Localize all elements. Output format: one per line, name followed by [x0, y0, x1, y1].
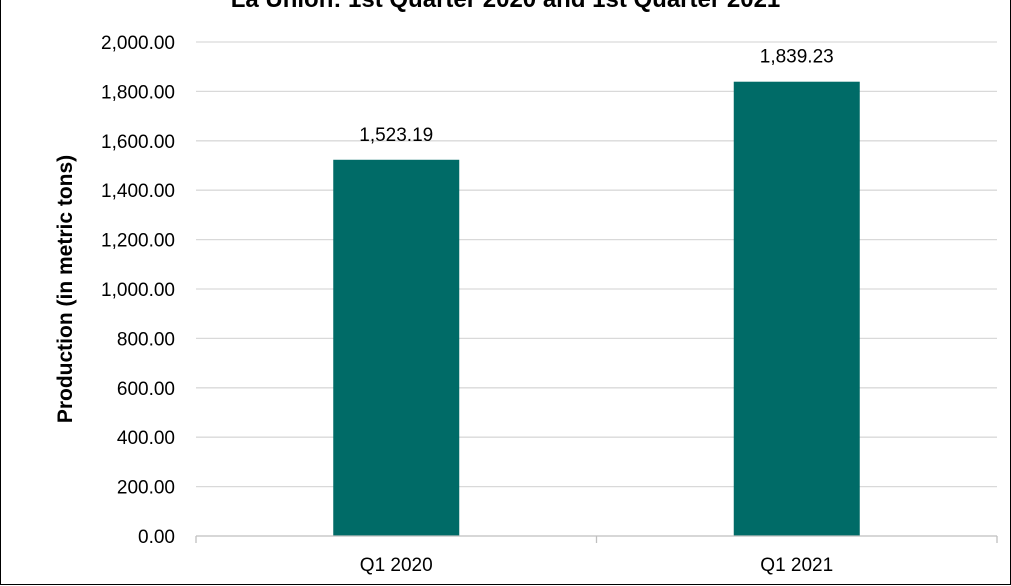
bar	[333, 159, 460, 536]
x-tick-labels: Q1 2020 Q1 2021	[360, 555, 833, 576]
gridlines	[196, 41, 997, 488]
y-tick-label: 200.00	[117, 478, 175, 499]
bars	[333, 81, 860, 536]
bar	[733, 81, 860, 536]
data-labels: 1,523.19 1,839.23	[359, 47, 833, 146]
y-tick-label: 1,600.00	[101, 132, 175, 153]
axes	[195, 535, 998, 543]
y-tick-label: 1,200.00	[101, 231, 175, 252]
x-tick-label: Q1 2020	[360, 555, 433, 576]
y-tick-label: 1,800.00	[101, 82, 175, 103]
y-tick-label: 2,000.00	[101, 33, 175, 54]
chart-title: La Union: 1st Quarter 2020 and 1st Quart…	[0, 0, 1011, 14]
y-tick-label: 400.00	[117, 428, 175, 449]
y-tick-label: 0.00	[138, 527, 175, 548]
y-tick-labels: 0.00 200.00 400.00 600.00 800.00 1,000.00 1,20…	[101, 33, 175, 548]
y-axis-label: Production (in metric tons)	[54, 155, 77, 423]
data-label: 1,839.23	[760, 47, 834, 68]
y-tick-label: 1,400.00	[101, 181, 175, 202]
y-tick-label: 600.00	[117, 379, 175, 400]
data-label: 1,523.19	[359, 125, 433, 146]
x-tick-label: Q1 2021	[760, 555, 833, 576]
y-tick-label: 1,000.00	[101, 280, 175, 301]
y-tick-label: 800.00	[117, 329, 175, 350]
